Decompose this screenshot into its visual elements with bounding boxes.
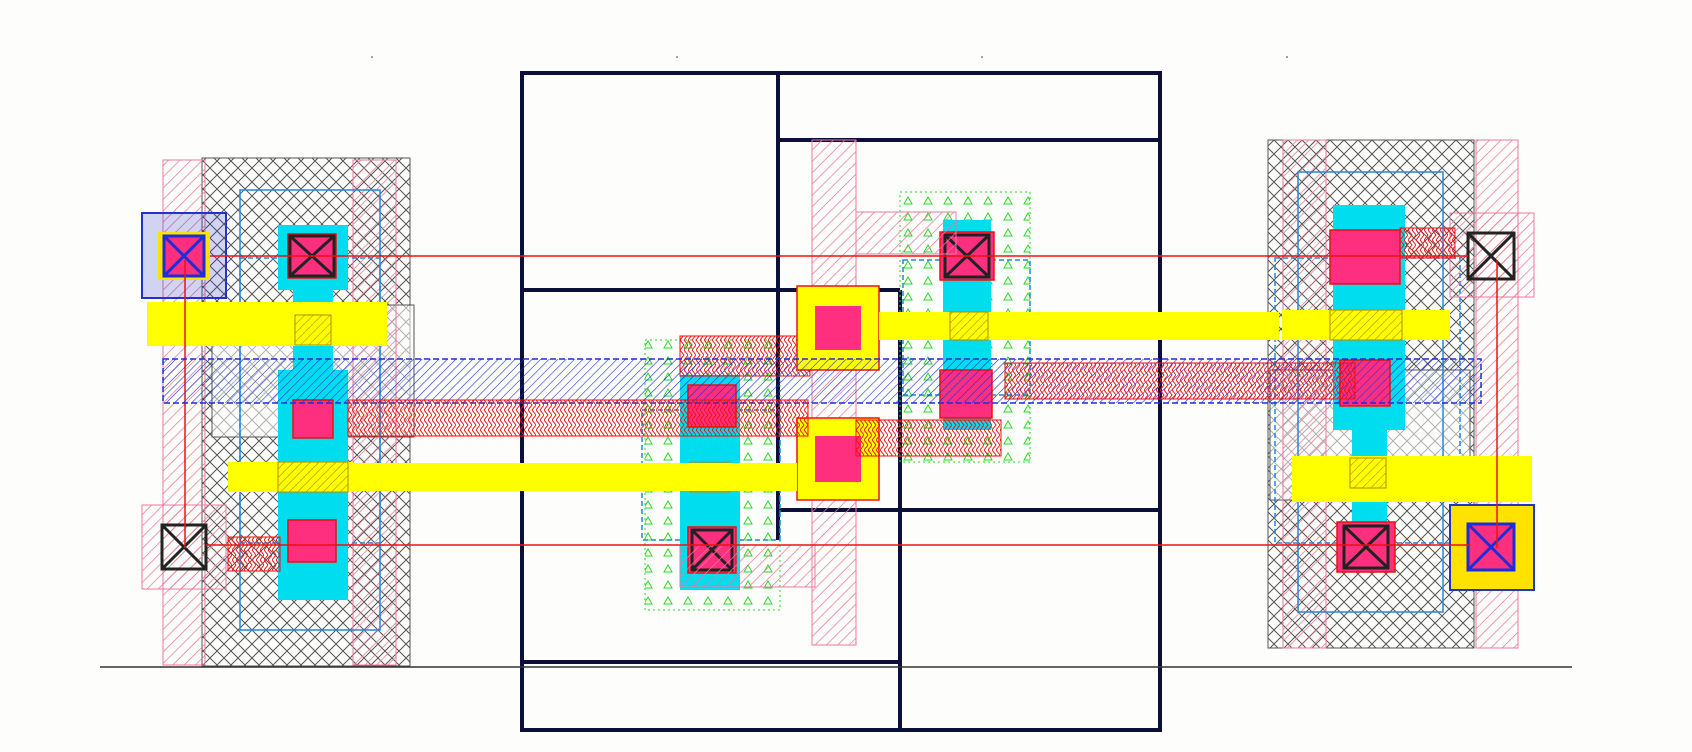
poly-line-lower[interactable] bbox=[353, 463, 797, 491]
right-contact-1[interactable] bbox=[1329, 229, 1401, 285]
metal1-bus-left[interactable] bbox=[347, 399, 809, 437]
left-contact-3[interactable] bbox=[287, 519, 337, 563]
right-poly-gate-bot bbox=[1292, 456, 1532, 502]
left-pin-a-via-x bbox=[162, 234, 206, 278]
right-pin-a-via-x bbox=[1466, 231, 1516, 281]
poly-line-upper-overlap bbox=[949, 311, 989, 341]
routing[interactable] bbox=[162, 255, 1482, 546]
ruler-tick-1 bbox=[371, 56, 373, 58]
poly-line-upper[interactable] bbox=[879, 312, 1279, 340]
ruler-tick-3 bbox=[981, 56, 983, 58]
cp-contact-bot bbox=[815, 436, 861, 482]
left-m1-jumper bbox=[227, 536, 281, 572]
right-pin-b-via-x bbox=[1466, 522, 1516, 572]
left-pin-b-via bbox=[160, 523, 208, 571]
right-m1-jumper bbox=[1399, 227, 1456, 259]
right-contact-3-via-x bbox=[1342, 524, 1390, 570]
right-contact-3-via bbox=[1342, 524, 1390, 570]
right-poly-gate-bot-overlap bbox=[1349, 457, 1387, 489]
cr-m1-bridge bbox=[855, 419, 1002, 457]
cl-pwell-strip bbox=[679, 544, 816, 588]
left-poly-gate-bot-overlap bbox=[277, 461, 349, 493]
cp-contact-top bbox=[815, 306, 861, 350]
left-contact-2[interactable] bbox=[292, 399, 334, 439]
right-poly-gate-top-overlap bbox=[1329, 309, 1403, 341]
ruler-tick-4 bbox=[1286, 56, 1288, 58]
left-poly-gate-top bbox=[147, 302, 387, 346]
ruler-tick-2 bbox=[676, 56, 678, 58]
left-poly-gate-top-overlap bbox=[294, 314, 332, 346]
cr-pwell-strip bbox=[855, 211, 957, 255]
baseline-group bbox=[100, 56, 1572, 668]
metal1-bus-right[interactable] bbox=[1004, 362, 1356, 400]
left-pin-b-via-x bbox=[160, 523, 208, 571]
